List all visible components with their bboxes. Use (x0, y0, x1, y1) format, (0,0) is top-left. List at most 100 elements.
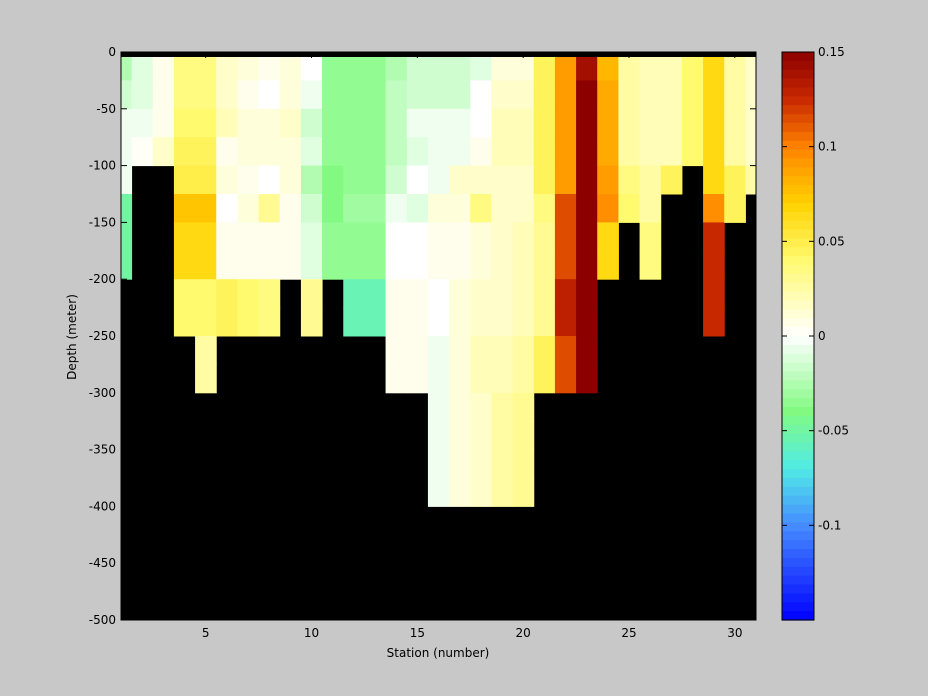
y-tick-label: 0 (108, 45, 116, 59)
heatmap-cell (470, 137, 492, 167)
heatmap-cell (258, 250, 281, 280)
y-tick-label: -250 (89, 329, 116, 343)
heatmap-cell (300, 222, 323, 252)
heatmap-cell (385, 279, 408, 309)
colorbar-segment (782, 522, 814, 532)
heatmap-cell (343, 250, 365, 280)
heatmap-cell (279, 250, 302, 280)
colorbar-segment (782, 407, 814, 417)
heatmap-cell (512, 279, 535, 309)
heatmap-cell (322, 137, 344, 167)
heatmap-cell (195, 165, 217, 195)
heatmap-cell (512, 336, 535, 365)
heatmap-cell (195, 194, 217, 223)
heatmap-cell (121, 194, 133, 223)
heatmap-cell (470, 279, 492, 309)
heatmap-cell (152, 137, 175, 167)
colorbar-segment (782, 478, 814, 488)
heatmap-cell (152, 52, 175, 81)
heatmap-cell (554, 250, 577, 280)
heatmap-cell (724, 137, 746, 167)
heatmap-cell (173, 194, 196, 223)
heatmap-cell (639, 108, 662, 138)
heatmap-cell (300, 137, 323, 167)
colorbar-segment (782, 202, 814, 213)
colorbar-segment (782, 114, 814, 124)
colorbar-segment (782, 123, 814, 133)
colorbar-segment (782, 398, 814, 408)
heatmap-cell (660, 108, 683, 138)
heatmap-cells (121, 52, 757, 507)
heatmap-cell (724, 165, 746, 195)
heatmap-cell (449, 392, 471, 422)
heatmap-cell (491, 137, 514, 167)
colorbar-segment (782, 442, 814, 452)
heatmap-cell (343, 165, 365, 195)
colorbar-segment (782, 389, 814, 399)
heatmap-cell (512, 165, 535, 195)
heatmap-cell (385, 250, 408, 280)
heatmap-cell (237, 250, 260, 280)
heatmap-cell (449, 478, 471, 507)
heatmap-cell (618, 137, 641, 167)
heatmap-cell (470, 449, 492, 479)
heatmap-cell (279, 194, 302, 223)
heatmap-cell (745, 108, 757, 138)
heatmap-cell (216, 222, 238, 252)
heatmap-cell (385, 52, 408, 81)
colorbar-segment (782, 318, 814, 328)
heatmap-cell (385, 80, 408, 110)
y-tick-label: -450 (89, 556, 116, 570)
heatmap-cell (449, 279, 471, 309)
heatmap-cell (512, 449, 535, 479)
colorbar-segment (782, 291, 814, 302)
heatmap-cell (258, 279, 281, 309)
heatmap-cell (173, 222, 196, 252)
colorbar-segment (782, 69, 814, 80)
heatmap-cell (216, 250, 238, 280)
heatmap-cell (449, 108, 471, 138)
heatmap-cell (427, 222, 450, 252)
heatmap-cell (554, 80, 577, 110)
heatmap-cell (427, 194, 450, 223)
colorbar-segment (782, 96, 814, 106)
heatmap-cell (121, 250, 133, 280)
heatmap-cell (279, 165, 302, 195)
heatmap-cell (618, 194, 641, 223)
heatmap-cell (216, 194, 238, 223)
heatmap-cell (491, 421, 514, 451)
colorbar-segment (782, 557, 814, 568)
heatmap-cell (449, 364, 471, 394)
heatmap-cell (173, 137, 196, 167)
heatmap-cell (152, 108, 175, 138)
heatmap-cell (279, 80, 302, 110)
heatmap-cell (512, 194, 535, 223)
heatmap-cell (554, 52, 577, 81)
colorbar-tick-label: 0 (818, 329, 826, 343)
colorbar-tick-label: -0.1 (818, 518, 841, 532)
heatmap-cell (121, 52, 133, 81)
colorbar-segment (782, 176, 814, 186)
colorbar-segment (782, 149, 814, 160)
heatmap-cell (470, 80, 492, 110)
heatmap-cell (470, 222, 492, 252)
heatmap-cell (533, 336, 556, 365)
heatmap-cell (491, 307, 514, 337)
heatmap-cell (597, 80, 619, 110)
heatmap-cell (724, 80, 746, 110)
heatmap-cell (576, 364, 598, 394)
colorbar-segment (782, 309, 814, 319)
heatmap-cell (703, 80, 725, 110)
heatmap-cell (427, 165, 450, 195)
y-tick-label: -150 (89, 215, 116, 229)
heatmap-cell (449, 449, 471, 479)
heatmap-cell (745, 52, 757, 81)
heatmap-cell (364, 52, 387, 81)
heatmap-cell (364, 250, 387, 280)
heatmap-cell (724, 108, 746, 138)
heatmap-cell (406, 364, 429, 394)
heatmap-cell (195, 336, 217, 365)
heatmap-cell (406, 137, 429, 167)
heatmap-cell (533, 222, 556, 252)
heatmap-cell (491, 80, 514, 110)
